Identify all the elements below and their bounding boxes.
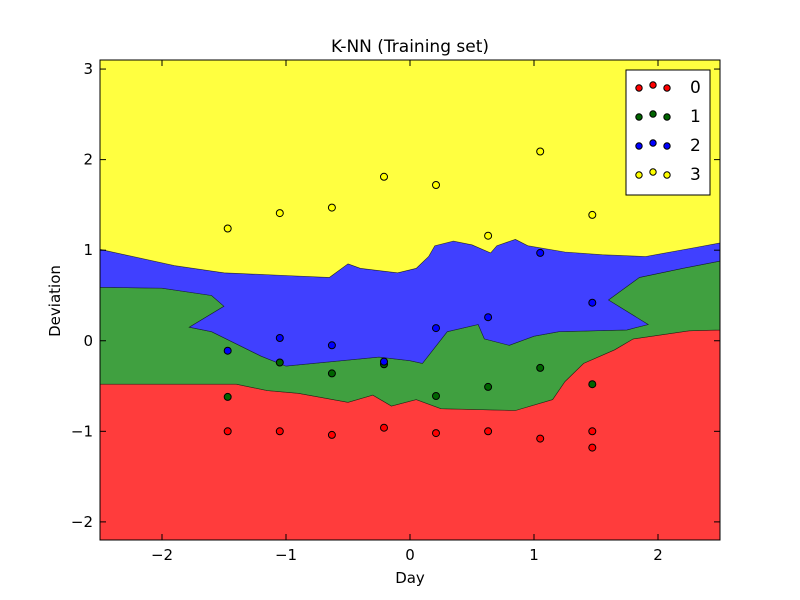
point-class-0 [588, 427, 597, 436]
point-class-3 [380, 172, 388, 181]
chart-title: K-NN (Training set) [331, 37, 489, 57]
legend-marker-class-3 [649, 168, 657, 176]
point-class-3 [588, 210, 597, 219]
point-class-0 [327, 430, 336, 439]
point-class-3 [223, 224, 232, 233]
point-class-0 [432, 429, 440, 438]
y-tick-label: 2 [83, 151, 93, 169]
y-tick-label: 3 [83, 60, 93, 78]
legend-label: 3 [690, 165, 701, 185]
point-class-1 [275, 358, 284, 367]
legend-marker-class-2 [635, 142, 643, 150]
x-tick-label: 2 [653, 546, 663, 564]
legend-marker-class-3 [635, 171, 643, 179]
decision-region-class-3 [99, 59, 721, 278]
point-class-1 [484, 382, 493, 391]
legend-label: 2 [690, 136, 701, 156]
legend-label: 0 [690, 78, 701, 98]
point-class-0 [536, 434, 545, 443]
point-class-2 [327, 341, 336, 350]
legend-marker-class-0 [663, 84, 671, 92]
x-tick-label: −1 [275, 546, 297, 564]
y-axis-ticks: −2 −1 0 1 2 3 [71, 60, 720, 531]
point-class-2 [432, 324, 440, 333]
legend: 0 1 2 3 [625, 69, 711, 196]
point-class-2 [275, 334, 284, 342]
x-tick-label: −2 [151, 546, 173, 564]
legend-marker-class-3 [663, 171, 671, 179]
scatter-points [223, 147, 597, 452]
point-class-3 [484, 231, 493, 240]
point-class-1 [223, 392, 232, 401]
legend-marker-class-1 [635, 113, 643, 121]
legend-marker-class-1 [649, 110, 657, 118]
point-class-3 [275, 209, 284, 218]
point-class-3 [432, 181, 440, 189]
point-class-0 [275, 427, 284, 436]
legend-marker-class-0 [635, 84, 643, 92]
point-class-1 [588, 380, 597, 389]
point-class-1 [432, 392, 440, 400]
point-class-2 [380, 357, 388, 366]
x-tick-label: 0 [405, 546, 415, 564]
point-class-1 [536, 363, 545, 372]
x-tick-label: 1 [529, 546, 539, 564]
point-class-3 [536, 147, 545, 156]
point-class-0 [223, 427, 232, 436]
x-axis-label: Day [395, 569, 425, 587]
point-class-3 [327, 203, 336, 212]
point-class-0 [588, 443, 597, 452]
y-axis-label: Deviation [46, 265, 64, 337]
y-tick-label: −1 [71, 422, 93, 440]
point-class-0 [484, 427, 493, 436]
y-tick-label: −2 [71, 513, 93, 531]
y-tick-label: 0 [83, 332, 93, 350]
point-class-2 [588, 298, 597, 307]
legend-marker-class-2 [649, 139, 657, 147]
legend-marker-class-0 [649, 81, 657, 89]
point-class-2 [536, 248, 545, 257]
legend-label: 1 [690, 107, 701, 127]
legend-marker-class-2 [663, 142, 671, 150]
y-tick-label: 1 [83, 241, 93, 259]
point-class-2 [484, 313, 493, 322]
point-class-1 [327, 369, 336, 378]
decision-regions [99, 59, 721, 541]
legend-marker-class-1 [663, 113, 671, 121]
point-class-0 [380, 423, 388, 432]
x-axis-ticks: −2 −1 0 1 2 [151, 60, 663, 564]
point-class-2 [223, 346, 232, 355]
